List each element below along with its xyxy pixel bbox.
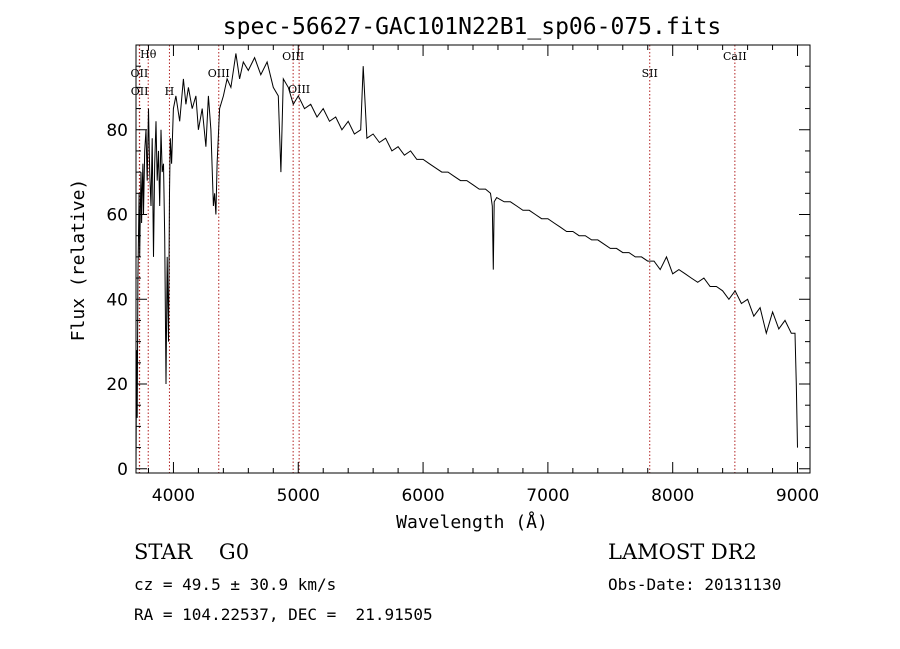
- y-tick-label: 60: [106, 206, 128, 226]
- y-tick-label: 20: [106, 375, 128, 395]
- y-tick-label: 40: [106, 290, 128, 310]
- y-axis-ticks: 0 20 40 60 80: [106, 65, 810, 480]
- y-tick-label: 0: [117, 460, 128, 480]
- survey-label: LAMOST DR2: [608, 540, 757, 564]
- y-axis-label: Flux (relative): [68, 179, 89, 342]
- line-marker-label: Hθ: [140, 48, 157, 61]
- line-marker-label: OIII: [208, 67, 230, 80]
- x-tick-label: 4000: [152, 486, 195, 506]
- x-tick-label: 7000: [526, 486, 569, 506]
- line-marker-label: OIII: [288, 83, 310, 96]
- line-marker-label: CaII: [723, 50, 747, 63]
- line-marker-label: OIII: [282, 50, 304, 63]
- coordinates-label: RA = 104.22537, DEC = 21.91505: [134, 605, 433, 624]
- x-axis-ticks: 4000 5000 6000 7000 8000 9000: [147, 45, 819, 506]
- x-tick-label: 8000: [651, 486, 694, 506]
- plot-frame: [135, 44, 811, 474]
- emission-line-markers: [138, 45, 736, 473]
- redshift-label: cz = 49.5 ± 30.9 km/s: [134, 575, 337, 594]
- line-marker-label: OII: [131, 85, 149, 98]
- spectrum-trace: [135, 53, 798, 469]
- x-tick-label: 5000: [277, 486, 320, 506]
- line-marker-label: SII: [642, 67, 658, 80]
- x-tick-label: 6000: [401, 486, 444, 506]
- emission-line-labels: Hθ OII OII H OIII OIII OIII SII CaII: [131, 48, 747, 98]
- chart-title: spec-56627-GAC101N22B1_sp06-075.fits: [223, 14, 722, 40]
- obs-date-label: Obs-Date: 20131130: [608, 575, 782, 594]
- line-marker-label: OII: [131, 67, 149, 80]
- object-class: STAR G0: [134, 540, 250, 564]
- line-marker-label: H: [165, 85, 175, 98]
- x-axis-label: Wavelength (Å): [396, 511, 548, 533]
- y-tick-label: 80: [106, 121, 128, 141]
- x-tick-label: 9000: [776, 486, 819, 506]
